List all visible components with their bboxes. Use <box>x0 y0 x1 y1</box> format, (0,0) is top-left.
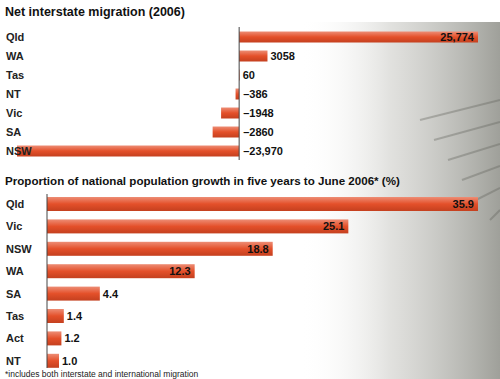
photo-plank <box>476 188 500 200</box>
bars <box>47 197 478 368</box>
bar <box>47 264 195 278</box>
category-label: Qld <box>6 198 24 210</box>
zero-axis <box>47 194 48 368</box>
bars <box>17 32 478 157</box>
data-label: 1.4 <box>67 310 83 322</box>
data-label: 35.9 <box>453 198 474 210</box>
category-label: SA <box>6 126 21 138</box>
category-label: Vic <box>6 107 22 119</box>
bar <box>47 242 273 256</box>
bar <box>236 89 240 100</box>
category-label: Tas <box>6 310 24 322</box>
category-label: NT <box>6 355 21 367</box>
chart-title: Proportion of national population growth… <box>5 174 400 187</box>
category-label: Qld <box>6 31 24 43</box>
chart: Net interstate migration (2006) Qld 25,774… <box>5 5 478 160</box>
data-label: 1.0 <box>62 355 77 367</box>
bar <box>239 51 267 62</box>
category-label: NSW <box>6 243 32 255</box>
data-label: 3058 <box>270 50 294 62</box>
bar <box>47 354 59 368</box>
data-label: –2860 <box>243 126 274 138</box>
bar <box>47 331 61 345</box>
bar <box>47 287 100 301</box>
data-label: 25,774 <box>440 31 475 43</box>
bar <box>17 146 239 157</box>
photo-plank <box>448 144 500 160</box>
category-label: WA <box>6 50 24 62</box>
bar <box>47 197 478 211</box>
data-label: 12.3 <box>169 265 190 277</box>
category-label: Act <box>6 332 24 344</box>
photo-plank <box>420 100 500 120</box>
category-label: Tas <box>6 69 24 81</box>
category-label: SA <box>6 288 21 300</box>
bar <box>47 219 348 233</box>
bar <box>221 108 239 119</box>
labels: Qld 35.9 Vic 25.1 NSW 18.8 WA 12.3 SA 4.4 Tas 1.4 Ac… <box>6 198 474 367</box>
chart-canvas: Net interstate migration (2006) Qld 25,774… <box>0 0 500 379</box>
photo-plank <box>434 122 500 140</box>
data-label: 1.2 <box>64 332 79 344</box>
category-label: WA <box>6 265 24 277</box>
category-label: Vic <box>6 220 22 232</box>
chart: Proportion of national population growth… <box>5 174 478 379</box>
labels: Qld 25,774 WA 3058 Tas 60 NT –386 Vic –1948 SA –286… <box>6 31 475 157</box>
data-label: –386 <box>243 88 267 100</box>
bar <box>213 127 240 138</box>
photo-plank <box>462 166 500 180</box>
zero-axis <box>239 27 240 160</box>
data-label: –1948 <box>243 107 274 119</box>
footnote: *includes both interstate and internatio… <box>5 369 199 379</box>
data-label: 60 <box>243 69 255 81</box>
bar <box>239 32 478 43</box>
bar <box>47 309 64 323</box>
chart-title: Net interstate migration (2006) <box>5 5 185 19</box>
category-label: NT <box>6 88 21 100</box>
data-label: 4.4 <box>103 288 119 300</box>
category-label: NSW <box>6 145 32 157</box>
data-label: –23,970 <box>243 145 283 157</box>
data-label: 18.8 <box>247 243 268 255</box>
photo-plank <box>490 210 500 220</box>
data-label: 25.1 <box>323 220 344 232</box>
